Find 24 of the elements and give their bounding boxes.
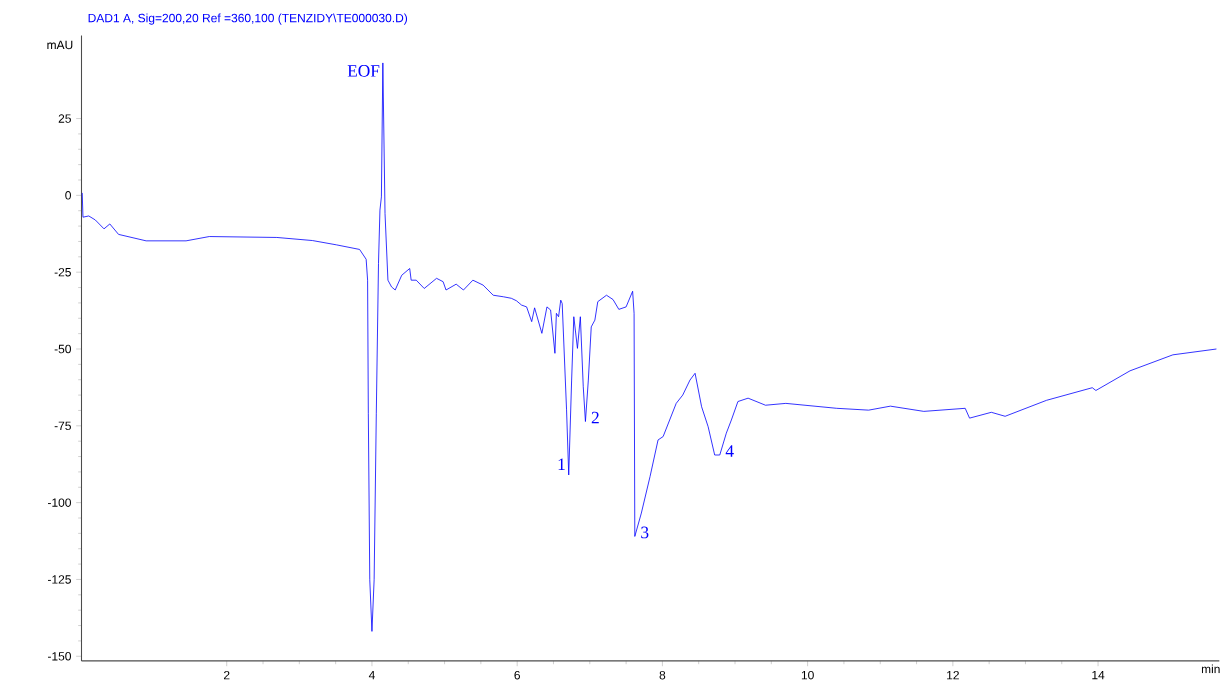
y-tick-label: -125 <box>47 575 71 584</box>
y-tick-label: -75 <box>54 421 71 431</box>
y-tick-label: -50 <box>54 344 71 354</box>
x-tick-label: 10 <box>801 670 814 680</box>
annotation: 2 <box>591 411 599 424</box>
y-tick-label: -100 <box>47 498 71 507</box>
line-series <box>81 62 1217 632</box>
annotation: 3 <box>641 526 649 539</box>
x-tick-label: 8 <box>659 670 666 680</box>
x-tick-label: 4 <box>368 670 375 680</box>
y-tick-label: 25 <box>58 114 71 123</box>
x-tick-label: 6 <box>514 670 520 680</box>
x-tick-label: 2 <box>224 670 230 680</box>
x-tick-label: 12 <box>947 670 959 680</box>
annotation: 1 <box>558 458 565 471</box>
y-tick-label: -150 <box>47 652 71 661</box>
y-tick-label: -25 <box>54 267 71 277</box>
y-tick-label: 0 <box>65 191 71 200</box>
annotation: 4 <box>725 445 734 457</box>
chart-title: DAD1 A, Sig=200,20 Ref =360,100 (TENZIDY\TE000030.D) <box>88 13 408 25</box>
x-tick-label: 14 <box>1092 670 1105 680</box>
y-axis-title: mAU <box>47 40 73 50</box>
annotation: EOF <box>347 65 380 77</box>
x-axis-title: min <box>1201 664 1220 674</box>
